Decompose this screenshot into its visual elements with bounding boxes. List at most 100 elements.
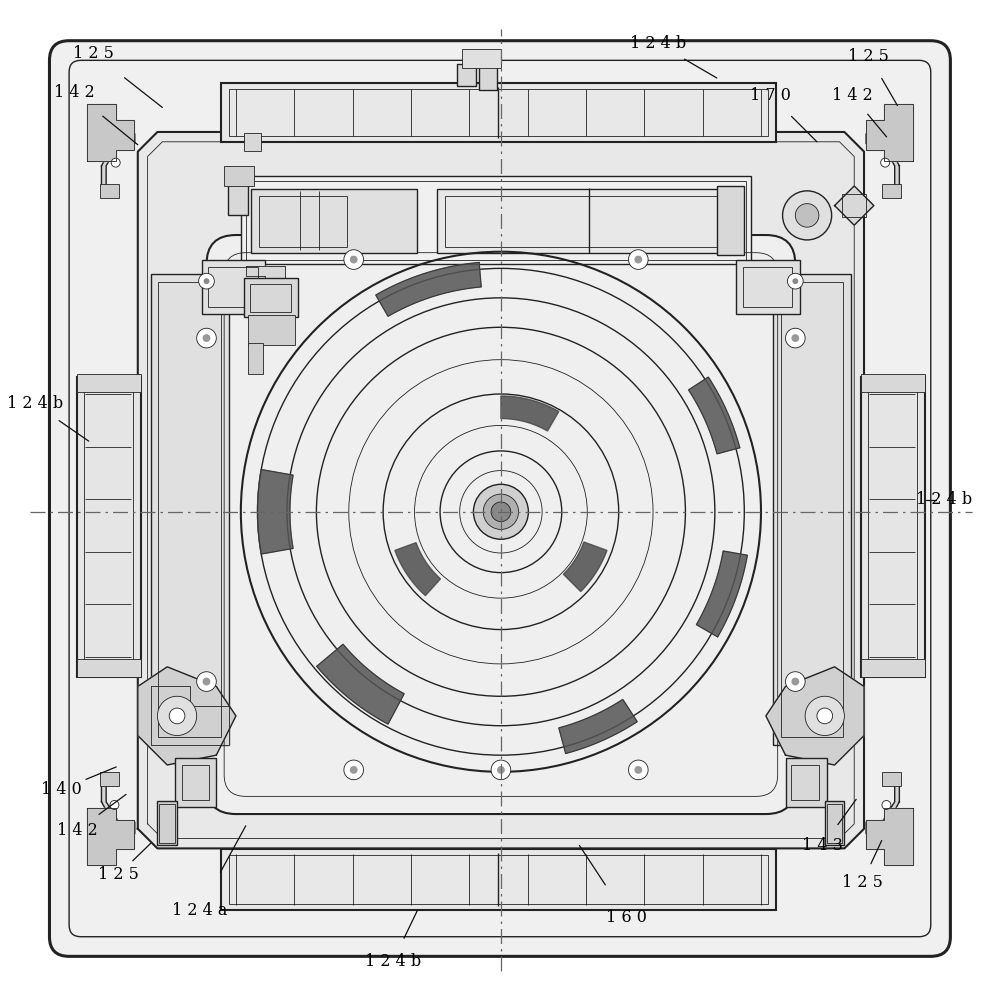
Bar: [825, 801, 844, 845]
Text: 1 2 4 b: 1 2 4 b: [364, 953, 421, 970]
Polygon shape: [317, 644, 404, 724]
Bar: [457, 64, 477, 86]
Bar: [241, 176, 751, 264]
Text: 1 2 4 b: 1 2 4 b: [630, 35, 686, 52]
Circle shape: [204, 278, 210, 284]
Bar: [244, 133, 261, 151]
Bar: [175, 758, 216, 807]
Polygon shape: [500, 396, 559, 431]
Bar: [228, 181, 247, 215]
Bar: [480, 65, 496, 90]
Bar: [861, 659, 924, 677]
Bar: [462, 49, 500, 68]
Bar: [842, 194, 866, 217]
Bar: [445, 196, 724, 247]
Bar: [229, 89, 768, 136]
Bar: [182, 765, 210, 800]
Circle shape: [344, 250, 363, 269]
Circle shape: [791, 678, 799, 685]
Circle shape: [882, 801, 891, 809]
Circle shape: [881, 158, 890, 167]
Text: 1 4 0: 1 4 0: [41, 781, 81, 798]
FancyBboxPatch shape: [50, 41, 950, 956]
Circle shape: [197, 328, 216, 348]
Circle shape: [805, 696, 844, 736]
Circle shape: [474, 484, 528, 539]
Text: 1 2 4 b: 1 2 4 b: [917, 491, 972, 508]
Text: 1 4 2: 1 4 2: [57, 822, 97, 839]
Polygon shape: [138, 132, 864, 848]
Bar: [717, 186, 745, 255]
Polygon shape: [559, 699, 638, 754]
Circle shape: [817, 708, 832, 724]
Circle shape: [203, 678, 211, 685]
Circle shape: [344, 760, 363, 780]
Polygon shape: [766, 667, 864, 765]
Text: 1 2 5: 1 2 5: [848, 48, 890, 65]
Bar: [151, 274, 229, 745]
Bar: [229, 855, 768, 904]
Bar: [780, 282, 843, 737]
Bar: [882, 184, 901, 198]
Circle shape: [635, 766, 642, 774]
Circle shape: [785, 328, 805, 348]
Polygon shape: [563, 542, 607, 592]
Polygon shape: [151, 686, 229, 745]
Circle shape: [785, 672, 805, 691]
Bar: [882, 772, 901, 786]
Bar: [247, 315, 295, 345]
Text: 1 4 2: 1 4 2: [54, 84, 94, 101]
Bar: [247, 343, 263, 374]
Circle shape: [350, 766, 357, 774]
Text: 1 6 0: 1 6 0: [606, 909, 647, 926]
Circle shape: [792, 278, 798, 284]
Circle shape: [199, 273, 214, 289]
Circle shape: [635, 256, 642, 263]
Polygon shape: [257, 470, 293, 554]
Polygon shape: [688, 377, 740, 454]
Text: 1 2 4 b: 1 2 4 b: [7, 395, 63, 412]
Polygon shape: [138, 667, 236, 765]
Bar: [159, 282, 221, 737]
Bar: [773, 274, 851, 745]
Circle shape: [795, 204, 819, 227]
Bar: [861, 374, 924, 392]
Bar: [791, 765, 819, 800]
Circle shape: [782, 191, 832, 240]
Bar: [160, 804, 175, 843]
Bar: [224, 166, 253, 186]
Bar: [221, 83, 776, 142]
Circle shape: [203, 334, 211, 342]
Polygon shape: [86, 104, 134, 161]
Polygon shape: [696, 551, 748, 637]
FancyBboxPatch shape: [207, 235, 795, 814]
Circle shape: [197, 672, 216, 691]
Polygon shape: [245, 266, 285, 286]
Bar: [158, 801, 177, 845]
Bar: [76, 659, 141, 677]
Polygon shape: [834, 186, 874, 225]
Bar: [99, 772, 119, 786]
Polygon shape: [866, 808, 914, 865]
Polygon shape: [866, 104, 914, 161]
Bar: [99, 184, 119, 198]
Bar: [245, 181, 747, 260]
Circle shape: [492, 502, 510, 522]
Polygon shape: [86, 808, 134, 865]
Text: 1 2 4 a: 1 2 4 a: [172, 902, 227, 919]
Bar: [221, 849, 776, 910]
Text: 1 2 5: 1 2 5: [97, 866, 139, 883]
Polygon shape: [395, 543, 441, 596]
Circle shape: [791, 334, 799, 342]
Circle shape: [787, 273, 803, 289]
Bar: [827, 804, 842, 843]
Circle shape: [629, 760, 648, 780]
Bar: [83, 386, 133, 669]
Circle shape: [492, 760, 510, 780]
Circle shape: [496, 766, 504, 774]
Bar: [76, 377, 141, 677]
Bar: [785, 758, 827, 807]
Text: 1 2 5: 1 2 5: [73, 45, 114, 62]
Text: 1 4 2: 1 4 2: [832, 87, 873, 104]
Bar: [249, 284, 291, 312]
